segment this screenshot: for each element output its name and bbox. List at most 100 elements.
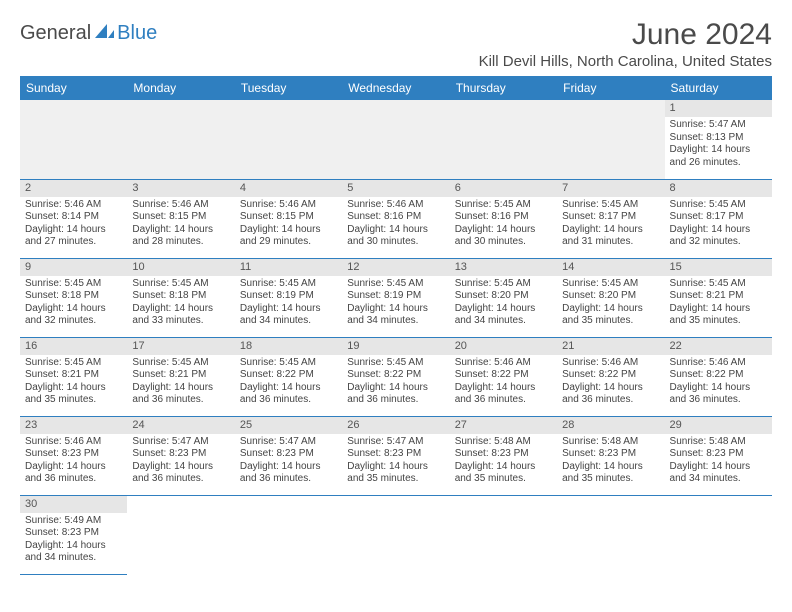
day-number: 13 [450, 259, 557, 276]
day-number: 20 [450, 338, 557, 355]
calendar-cell: 26Sunrise: 5:47 AMSunset: 8:23 PMDayligh… [342, 416, 449, 495]
calendar-cell: 18Sunrise: 5:45 AMSunset: 8:22 PMDayligh… [235, 337, 342, 416]
calendar-cell-empty [127, 495, 234, 574]
title-block: June 2024 Kill Devil Hills, North Caroli… [479, 18, 772, 70]
day-details: Sunrise: 5:45 AMSunset: 8:18 PMDaylight:… [127, 276, 234, 331]
calendar-cell: 14Sunrise: 5:45 AMSunset: 8:20 PMDayligh… [557, 258, 664, 337]
calendar-row: 23Sunrise: 5:46 AMSunset: 8:23 PMDayligh… [20, 416, 772, 495]
location-subtitle: Kill Devil Hills, North Carolina, United… [479, 53, 772, 70]
calendar-row: 9Sunrise: 5:45 AMSunset: 8:18 PMDaylight… [20, 258, 772, 337]
weekday-header: Wednesday [342, 76, 449, 100]
day-details: Sunrise: 5:49 AMSunset: 8:23 PMDaylight:… [20, 513, 127, 568]
day-details: Sunrise: 5:45 AMSunset: 8:21 PMDaylight:… [127, 355, 234, 410]
day-number: 11 [235, 259, 342, 276]
month-title: June 2024 [479, 18, 772, 51]
day-number: 24 [127, 417, 234, 434]
calendar-cell-empty [235, 100, 342, 179]
day-number: 3 [127, 180, 234, 197]
day-details: Sunrise: 5:45 AMSunset: 8:21 PMDaylight:… [665, 276, 772, 331]
calendar-cell: 9Sunrise: 5:45 AMSunset: 8:18 PMDaylight… [20, 258, 127, 337]
day-number: 22 [665, 338, 772, 355]
weekday-header: Monday [127, 76, 234, 100]
calendar-cell: 7Sunrise: 5:45 AMSunset: 8:17 PMDaylight… [557, 179, 664, 258]
calendar-cell-empty [342, 495, 449, 574]
day-number: 5 [342, 180, 449, 197]
day-details: Sunrise: 5:46 AMSunset: 8:22 PMDaylight:… [557, 355, 664, 410]
header: General Blue June 2024 Kill Devil Hills,… [20, 18, 772, 70]
weekday-header: Friday [557, 76, 664, 100]
day-number: 28 [557, 417, 664, 434]
day-number: 9 [20, 259, 127, 276]
calendar-cell: 15Sunrise: 5:45 AMSunset: 8:21 PMDayligh… [665, 258, 772, 337]
logo: General Blue [20, 22, 157, 45]
day-details: Sunrise: 5:45 AMSunset: 8:18 PMDaylight:… [20, 276, 127, 331]
calendar-cell: 4Sunrise: 5:46 AMSunset: 8:15 PMDaylight… [235, 179, 342, 258]
weekday-header: Saturday [665, 76, 772, 100]
day-details: Sunrise: 5:47 AMSunset: 8:23 PMDaylight:… [127, 434, 234, 489]
day-number: 10 [127, 259, 234, 276]
calendar-cell: 2Sunrise: 5:46 AMSunset: 8:14 PMDaylight… [20, 179, 127, 258]
day-details: Sunrise: 5:46 AMSunset: 8:22 PMDaylight:… [450, 355, 557, 410]
calendar-cell-empty [342, 100, 449, 179]
day-details: Sunrise: 5:45 AMSunset: 8:21 PMDaylight:… [20, 355, 127, 410]
calendar-cell: 5Sunrise: 5:46 AMSunset: 8:16 PMDaylight… [342, 179, 449, 258]
day-number: 12 [342, 259, 449, 276]
calendar-cell-empty [127, 100, 234, 179]
day-number: 27 [450, 417, 557, 434]
day-number: 6 [450, 180, 557, 197]
calendar-cell: 17Sunrise: 5:45 AMSunset: 8:21 PMDayligh… [127, 337, 234, 416]
calendar-row: 30Sunrise: 5:49 AMSunset: 8:23 PMDayligh… [20, 495, 772, 574]
calendar-cell: 21Sunrise: 5:46 AMSunset: 8:22 PMDayligh… [557, 337, 664, 416]
day-number: 19 [342, 338, 449, 355]
day-number: 25 [235, 417, 342, 434]
day-number: 8 [665, 180, 772, 197]
calendar-cell: 20Sunrise: 5:46 AMSunset: 8:22 PMDayligh… [450, 337, 557, 416]
calendar-cell: 19Sunrise: 5:45 AMSunset: 8:22 PMDayligh… [342, 337, 449, 416]
day-details: Sunrise: 5:46 AMSunset: 8:22 PMDaylight:… [665, 355, 772, 410]
day-number: 17 [127, 338, 234, 355]
day-number: 29 [665, 417, 772, 434]
day-details: Sunrise: 5:45 AMSunset: 8:20 PMDaylight:… [557, 276, 664, 331]
weekday-header: Thursday [450, 76, 557, 100]
calendar-cell: 12Sunrise: 5:45 AMSunset: 8:19 PMDayligh… [342, 258, 449, 337]
calendar-cell-empty [665, 495, 772, 574]
day-details: Sunrise: 5:46 AMSunset: 8:16 PMDaylight:… [342, 197, 449, 252]
calendar-cell: 13Sunrise: 5:45 AMSunset: 8:20 PMDayligh… [450, 258, 557, 337]
day-details: Sunrise: 5:46 AMSunset: 8:14 PMDaylight:… [20, 197, 127, 252]
day-number: 7 [557, 180, 664, 197]
calendar-cell: 28Sunrise: 5:48 AMSunset: 8:23 PMDayligh… [557, 416, 664, 495]
day-number: 15 [665, 259, 772, 276]
weekday-header-row: Sunday Monday Tuesday Wednesday Thursday… [20, 76, 772, 100]
day-number: 30 [20, 496, 127, 513]
day-details: Sunrise: 5:45 AMSunset: 8:20 PMDaylight:… [450, 276, 557, 331]
day-details: Sunrise: 5:47 AMSunset: 8:13 PMDaylight:… [665, 117, 772, 172]
calendar-cell-empty [450, 495, 557, 574]
calendar-cell: 23Sunrise: 5:46 AMSunset: 8:23 PMDayligh… [20, 416, 127, 495]
calendar-cell: 11Sunrise: 5:45 AMSunset: 8:19 PMDayligh… [235, 258, 342, 337]
calendar-cell-empty [235, 495, 342, 574]
calendar-cell: 8Sunrise: 5:45 AMSunset: 8:17 PMDaylight… [665, 179, 772, 258]
logo-text-general: General [20, 22, 91, 45]
calendar-cell: 22Sunrise: 5:46 AMSunset: 8:22 PMDayligh… [665, 337, 772, 416]
calendar-row: 2Sunrise: 5:46 AMSunset: 8:14 PMDaylight… [20, 179, 772, 258]
day-number: 16 [20, 338, 127, 355]
day-details: Sunrise: 5:45 AMSunset: 8:17 PMDaylight:… [557, 197, 664, 252]
day-details: Sunrise: 5:45 AMSunset: 8:22 PMDaylight:… [235, 355, 342, 410]
calendar-cell-empty [20, 100, 127, 179]
day-number: 14 [557, 259, 664, 276]
weekday-header: Sunday [20, 76, 127, 100]
day-details: Sunrise: 5:45 AMSunset: 8:19 PMDaylight:… [342, 276, 449, 331]
calendar-cell: 16Sunrise: 5:45 AMSunset: 8:21 PMDayligh… [20, 337, 127, 416]
day-number: 26 [342, 417, 449, 434]
day-number: 2 [20, 180, 127, 197]
day-details: Sunrise: 5:46 AMSunset: 8:15 PMDaylight:… [127, 197, 234, 252]
day-details: Sunrise: 5:47 AMSunset: 8:23 PMDaylight:… [235, 434, 342, 489]
calendar-row: 16Sunrise: 5:45 AMSunset: 8:21 PMDayligh… [20, 337, 772, 416]
day-number: 23 [20, 417, 127, 434]
calendar-cell-empty [557, 495, 664, 574]
logo-text-blue: Blue [117, 22, 157, 45]
day-number: 4 [235, 180, 342, 197]
day-details: Sunrise: 5:48 AMSunset: 8:23 PMDaylight:… [450, 434, 557, 489]
calendar-cell: 27Sunrise: 5:48 AMSunset: 8:23 PMDayligh… [450, 416, 557, 495]
day-details: Sunrise: 5:46 AMSunset: 8:15 PMDaylight:… [235, 197, 342, 252]
